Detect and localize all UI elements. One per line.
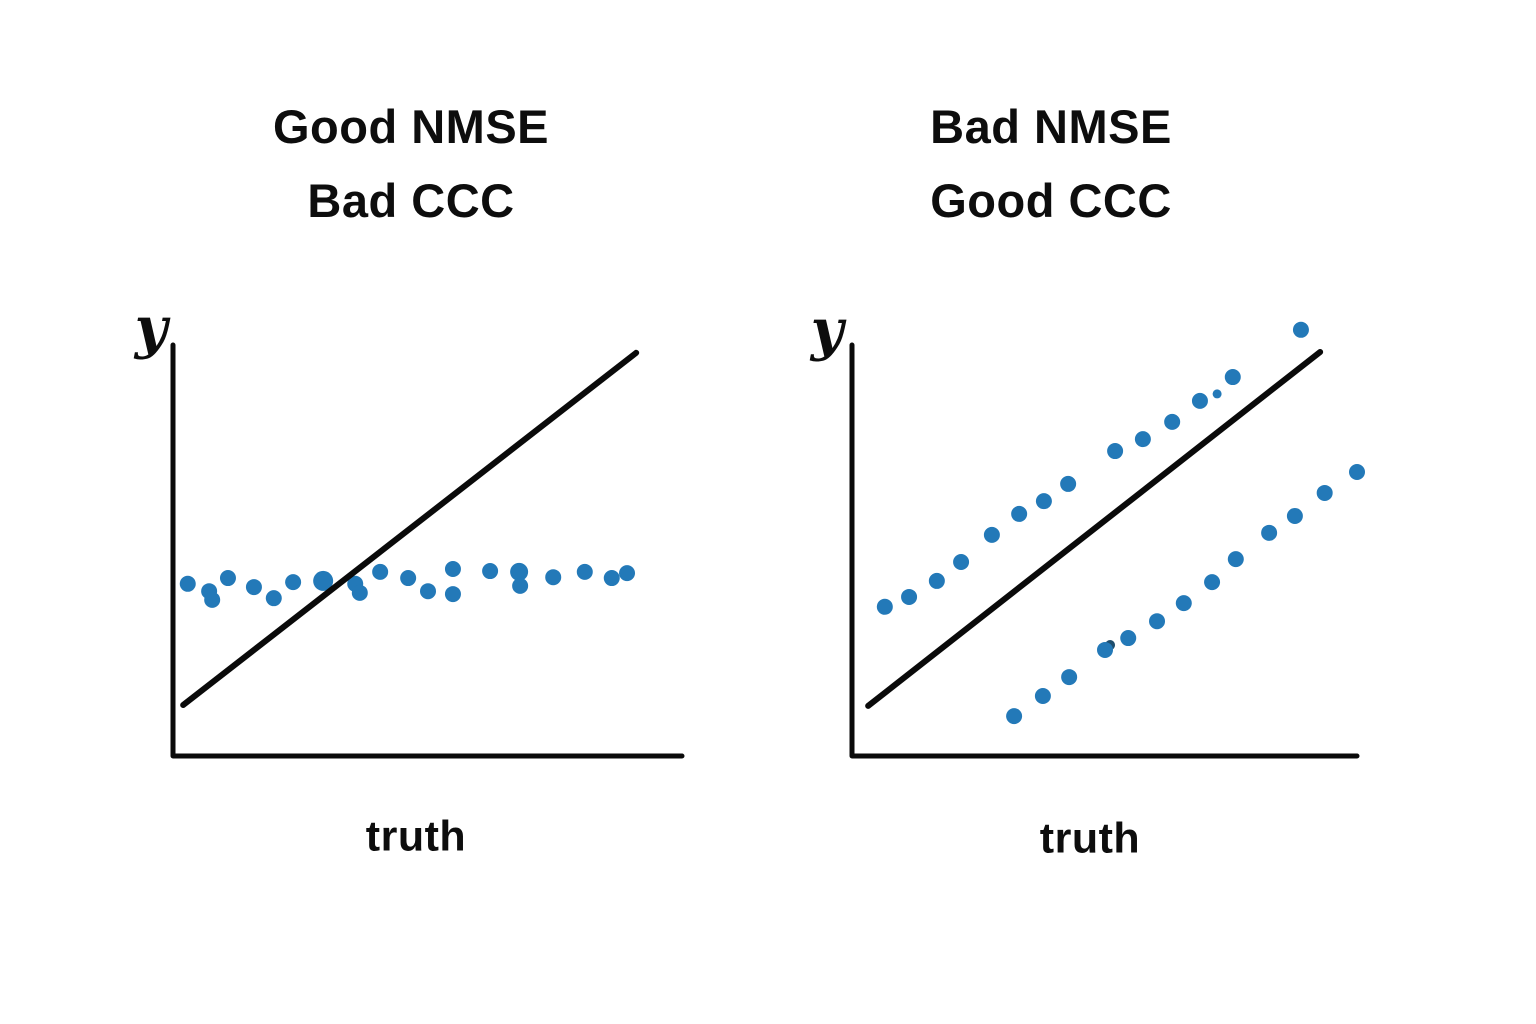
scatter-point-predictions-offset-below (1349, 463, 1365, 480)
scatter-point-predictions-flat-band (245, 579, 262, 596)
left-title-line-1: Good NMSE (272, 100, 550, 153)
scatter-point-predictions-offset-above (1191, 392, 1208, 409)
scatter-point-predictions-offset-above (1212, 389, 1222, 399)
scatter-point-predictions-flat-band (219, 570, 236, 587)
left-plot-canvas (170, 342, 685, 759)
scatter-point-predictions-offset-above (1060, 475, 1077, 492)
scatter-point-predictions-offset-above (1164, 413, 1181, 430)
scatter-point-predictions-offset-above (953, 554, 970, 571)
scatter-point-predictions-offset-below (1286, 507, 1303, 524)
scatter-point-predictions-flat-band (265, 590, 282, 607)
scatter-point-predictions-flat-band (179, 575, 196, 592)
scatter-point-predictions-flat-band (372, 563, 389, 580)
right-y-axis-label: y (810, 297, 844, 363)
axes (170, 342, 685, 759)
scatter-point-predictions-flat-band (576, 563, 593, 580)
scatter-point-predictions-offset-above (983, 526, 1000, 543)
scatter-point-predictions-flat-band (603, 570, 620, 587)
scatter-point-predictions-flat-band (545, 569, 562, 586)
scatter-point-predictions-offset-below (1316, 484, 1333, 501)
scatter-point-predictions-flat-band (444, 586, 461, 603)
left-y-axis-label: y (134, 295, 168, 361)
scatter-point-predictions-offset-below (1006, 708, 1023, 725)
scatter-point-predictions-offset-below (1175, 595, 1192, 612)
scatter-point-predictions-flat-band (619, 565, 636, 582)
scatter-point-predictions-offset-above (1134, 431, 1151, 448)
scatter-point-predictions-offset-below (1034, 687, 1051, 704)
scatter-point-predictions-flat-band (204, 591, 221, 608)
left-title-line-2: Bad CCC (307, 174, 515, 227)
scatter-point-predictions-offset-above (1011, 505, 1028, 522)
scatter-point-predictions-flat-band (351, 584, 368, 601)
scatter-point-predictions-flat-band (400, 570, 417, 587)
scatter-point-predictions-offset-below (1120, 630, 1137, 647)
scatter-point-predictions-flat-band (482, 563, 499, 580)
scatter-point-predictions-offset-above (876, 598, 893, 615)
scatter-point-predictions-flat-band (510, 562, 529, 581)
scatter-point-predictions-flat-band (313, 570, 334, 591)
identity-line (180, 349, 640, 709)
scatter-point-predictions-offset-below (1061, 669, 1078, 686)
scatter-point-predictions-offset-below (1149, 613, 1166, 630)
right-x-axis-label: truth (1039, 814, 1141, 863)
scatter-point-predictions-flat-band (444, 560, 461, 577)
scatter-point-predictions-offset-below (1097, 641, 1114, 658)
scatter-point-predictions-flat-band (420, 583, 437, 600)
scatter-point-predictions-offset-above (928, 572, 945, 589)
right-title-line-2: Good CCC (930, 174, 1172, 227)
scatter-point-predictions-offset-below (1227, 551, 1244, 568)
left-x-axis-label: truth (365, 812, 467, 861)
axes (849, 342, 1360, 759)
scatter-point-predictions-offset-below (1204, 574, 1221, 591)
right-title-line-1: Bad NMSE (930, 100, 1172, 153)
scatter-point-predictions-offset-above (1292, 321, 1309, 338)
scatter-point-predictions-offset-above (901, 588, 918, 605)
scatter-point-predictions-offset-below (1261, 524, 1278, 541)
scatter-point-predictions-offset-above (1224, 369, 1241, 386)
identity-line (865, 348, 1324, 709)
scatter-point-predictions-offset-above (1107, 443, 1124, 460)
left-panel-title: Good NMSE Bad CCC (273, 90, 549, 238)
scatter-point-predictions-flat-band (512, 577, 529, 594)
scatter-point-predictions-offset-above (1035, 493, 1052, 510)
right-plot-canvas (849, 321, 1365, 759)
right-panel-title: Bad NMSE Good CCC (930, 90, 1172, 238)
scatter-point-predictions-flat-band (285, 574, 302, 591)
